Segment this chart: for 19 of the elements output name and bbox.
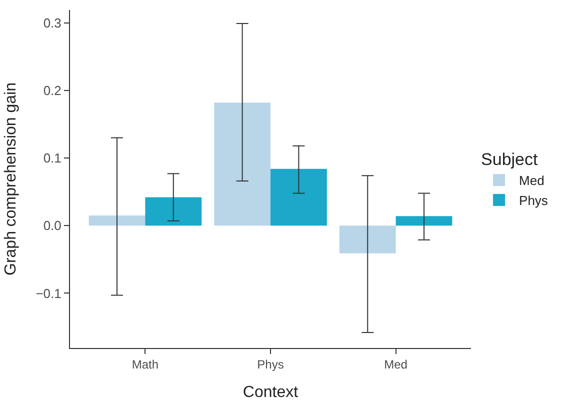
x-tick-label: Med bbox=[384, 357, 408, 372]
legend-title: Subject bbox=[481, 150, 538, 170]
legend-label: Phys bbox=[519, 193, 548, 208]
bar bbox=[270, 168, 327, 226]
y-tick-label: −0.1 bbox=[36, 286, 62, 301]
bar bbox=[396, 216, 452, 226]
y-tick-label: 0.0 bbox=[43, 218, 62, 234]
y-tick-label: 0.1 bbox=[43, 150, 62, 166]
bar bbox=[145, 197, 202, 226]
y-tick-label: 0.2 bbox=[43, 82, 62, 98]
x-tick-label: Math bbox=[132, 357, 159, 372]
bar bbox=[339, 226, 396, 254]
bar bbox=[88, 216, 146, 226]
y-tick-label: 0.3 bbox=[43, 15, 62, 30]
x-tick-label: Phys bbox=[257, 357, 284, 372]
x-axis-title: Context bbox=[242, 384, 299, 402]
bar bbox=[214, 102, 270, 226]
legend-label: Med bbox=[519, 173, 544, 188]
y-axis-title: Graph comprehension gain bbox=[2, 82, 20, 276]
